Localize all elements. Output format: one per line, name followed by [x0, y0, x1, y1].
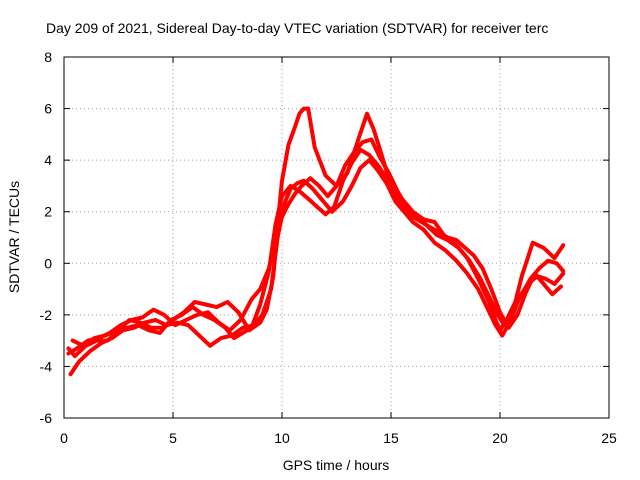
x-tick-label: 25 [601, 430, 617, 446]
x-tick-label: 5 [169, 430, 177, 446]
y-tick-label: -2 [40, 307, 53, 323]
chart-title: Day 209 of 2021, Sidereal Day-to-day VTE… [46, 20, 548, 36]
y-tick-label: 4 [44, 152, 52, 168]
series-layer [66, 106, 566, 377]
series-track-2 [68, 158, 566, 377]
x-tick-label: 20 [492, 430, 508, 446]
x-tick-label: 10 [274, 430, 290, 446]
series-track-3 [66, 137, 566, 356]
series-track-4 [70, 147, 563, 348]
y-tick-label: -6 [40, 410, 53, 426]
y-tick-label: 0 [44, 255, 52, 271]
y-tick-label: -4 [40, 358, 53, 374]
plot-frame [63, 56, 610, 419]
x-tick-label: 0 [60, 430, 68, 446]
y-tick-label: 8 [44, 49, 52, 65]
x-tick-label: 15 [383, 430, 399, 446]
x-axis-title: GPS time / hours [283, 457, 390, 473]
axis-ticks [63, 56, 610, 419]
grid [64, 57, 609, 418]
y-tick-label: 2 [44, 204, 52, 220]
y-tick-label: 6 [44, 101, 52, 117]
y-axis-title: SDTVAR / TECUs [6, 181, 22, 293]
